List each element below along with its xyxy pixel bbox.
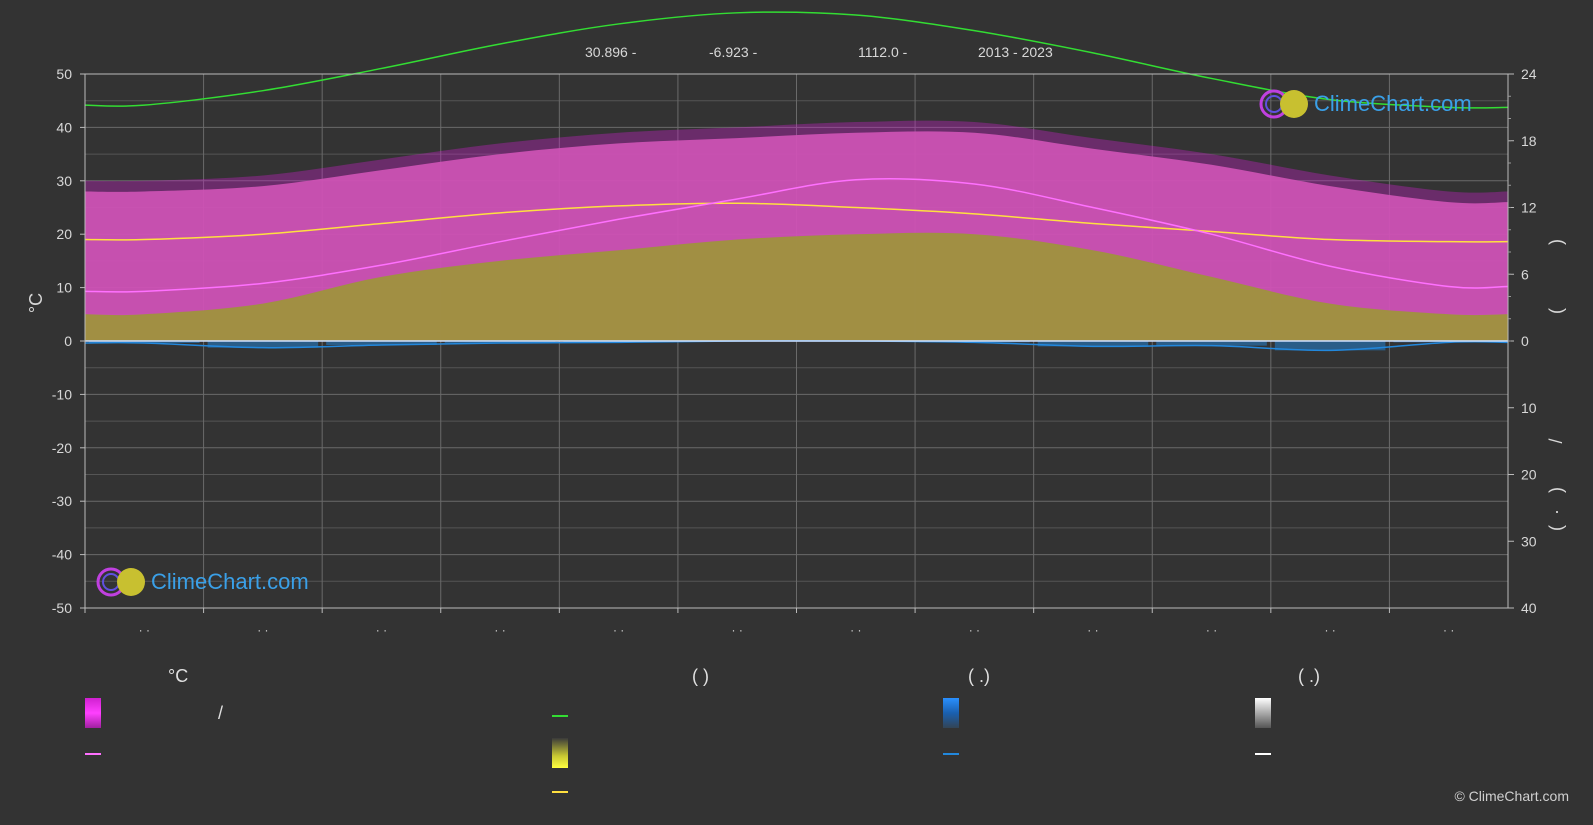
header-latitude: 30.896 -: [585, 44, 637, 60]
header-elevation: 1112.0 -: [858, 44, 908, 60]
rain-bar: [89, 341, 200, 344]
right-top-tick-label: 24: [1521, 66, 1537, 82]
legend-snow-band-swatch: [1255, 698, 1271, 728]
legend-temp-range-swatch: [85, 698, 101, 728]
right-axis-title-glyph: (: [1546, 525, 1566, 531]
header-longitude: -6.923 -: [709, 44, 758, 60]
left-tick-label: 40: [56, 119, 72, 135]
logo-icon: [1259, 89, 1308, 119]
logo-icon: [96, 567, 145, 597]
data-bands: [85, 120, 1508, 351]
right-axis-title-glyph: ): [1546, 487, 1566, 493]
right-axis-title-glyph: /: [1546, 438, 1566, 443]
legend-rain-heading: ( .): [968, 666, 990, 686]
month-tick-label: · ·: [613, 623, 624, 637]
temperature-mean-line: [84, 177, 1509, 293]
left-tick-label: -30: [52, 493, 72, 509]
legend-temp-mean-swatch: [85, 753, 101, 755]
rain-bar: [207, 341, 319, 348]
logo-text: ClimeChart.com: [151, 569, 309, 594]
left-tick-label: 20: [56, 226, 72, 242]
right-top-tick-label: 12: [1521, 200, 1537, 216]
left-tick-label: -40: [52, 547, 72, 563]
left-tick-label: -50: [52, 600, 72, 616]
right-bottom-tick-label: 10: [1521, 400, 1537, 416]
legend-daylight-swatch: [552, 715, 568, 717]
month-tick-label: · ·: [1324, 623, 1335, 637]
left-tick-label: -20: [52, 440, 72, 456]
legend-sunshine-heading: ( ): [692, 666, 709, 686]
legend-temp-slash: /: [218, 703, 224, 723]
rain-bar: [326, 341, 437, 346]
month-tick-label: · ·: [1087, 623, 1098, 637]
right-bottom-tick-label: 40: [1521, 600, 1537, 616]
sunshine-band: [85, 232, 1508, 341]
right-bottom-tick-label: 30: [1521, 533, 1537, 549]
month-tick-label: · ·: [732, 623, 743, 637]
month-tick-label: · ·: [257, 623, 268, 637]
left-axis-title: °C: [26, 293, 46, 313]
right-bottom-tick-label: 20: [1521, 467, 1537, 483]
right-top-tick-label: 6: [1521, 266, 1529, 282]
right-axis-title-glyph: (: [1546, 308, 1566, 314]
month-tick-label: · ·: [139, 623, 150, 637]
month-tick-label: · ·: [850, 623, 861, 637]
month-tick-label: · ·: [494, 623, 505, 637]
month-tick-label: · ·: [1206, 623, 1217, 637]
legend-rain-band-swatch: [943, 698, 959, 728]
rain-bar: [444, 341, 556, 344]
sunshine-line: [84, 202, 1509, 243]
rain-bar: [1037, 341, 1149, 347]
rain-bar: [1274, 341, 1386, 351]
right-axis-title-glyph: ·: [1546, 509, 1566, 515]
logo-text: ClimeChart.com: [1314, 91, 1472, 116]
legend-snow-heading: ( .): [1298, 666, 1320, 686]
legend-sunshine-band-swatch: [552, 738, 568, 768]
month-tick-label: · ·: [969, 623, 980, 637]
legend-snow-line-swatch: [1255, 753, 1271, 755]
logo-top[interactable]: ClimeChart.com: [1258, 88, 1472, 120]
right-top-tick-label: 18: [1521, 133, 1537, 149]
right-axis-title-glyph: ): [1546, 239, 1566, 245]
left-tick-label: 10: [56, 280, 72, 296]
copyright: © ClimeChart.com: [1454, 788, 1569, 804]
axes: 50 40 30 20 10 0 -10 -20 -30 -40 -50 °C 24 18 12 6 0 10 20…: [26, 66, 1566, 637]
left-tick-label: 0: [64, 333, 72, 349]
data-lines: [84, 11, 1509, 352]
legend-sunshine-line-swatch: [552, 791, 568, 793]
logo-bottom[interactable]: ClimeChart.com: [95, 566, 309, 598]
left-tick-label: -10: [52, 386, 72, 402]
legend-temperature-heading: °C: [168, 666, 189, 686]
left-tick-label: 50: [56, 66, 72, 82]
rain-bar: [1156, 341, 1267, 346]
header-years: 2013 - 2023: [978, 44, 1053, 60]
month-tick-label: · ·: [376, 623, 387, 637]
left-tick-label: 30: [56, 173, 72, 189]
legend-rain-line-swatch: [943, 753, 959, 755]
right-top-tick-label: 0: [1521, 333, 1529, 349]
month-tick-label: · ·: [1443, 623, 1454, 637]
